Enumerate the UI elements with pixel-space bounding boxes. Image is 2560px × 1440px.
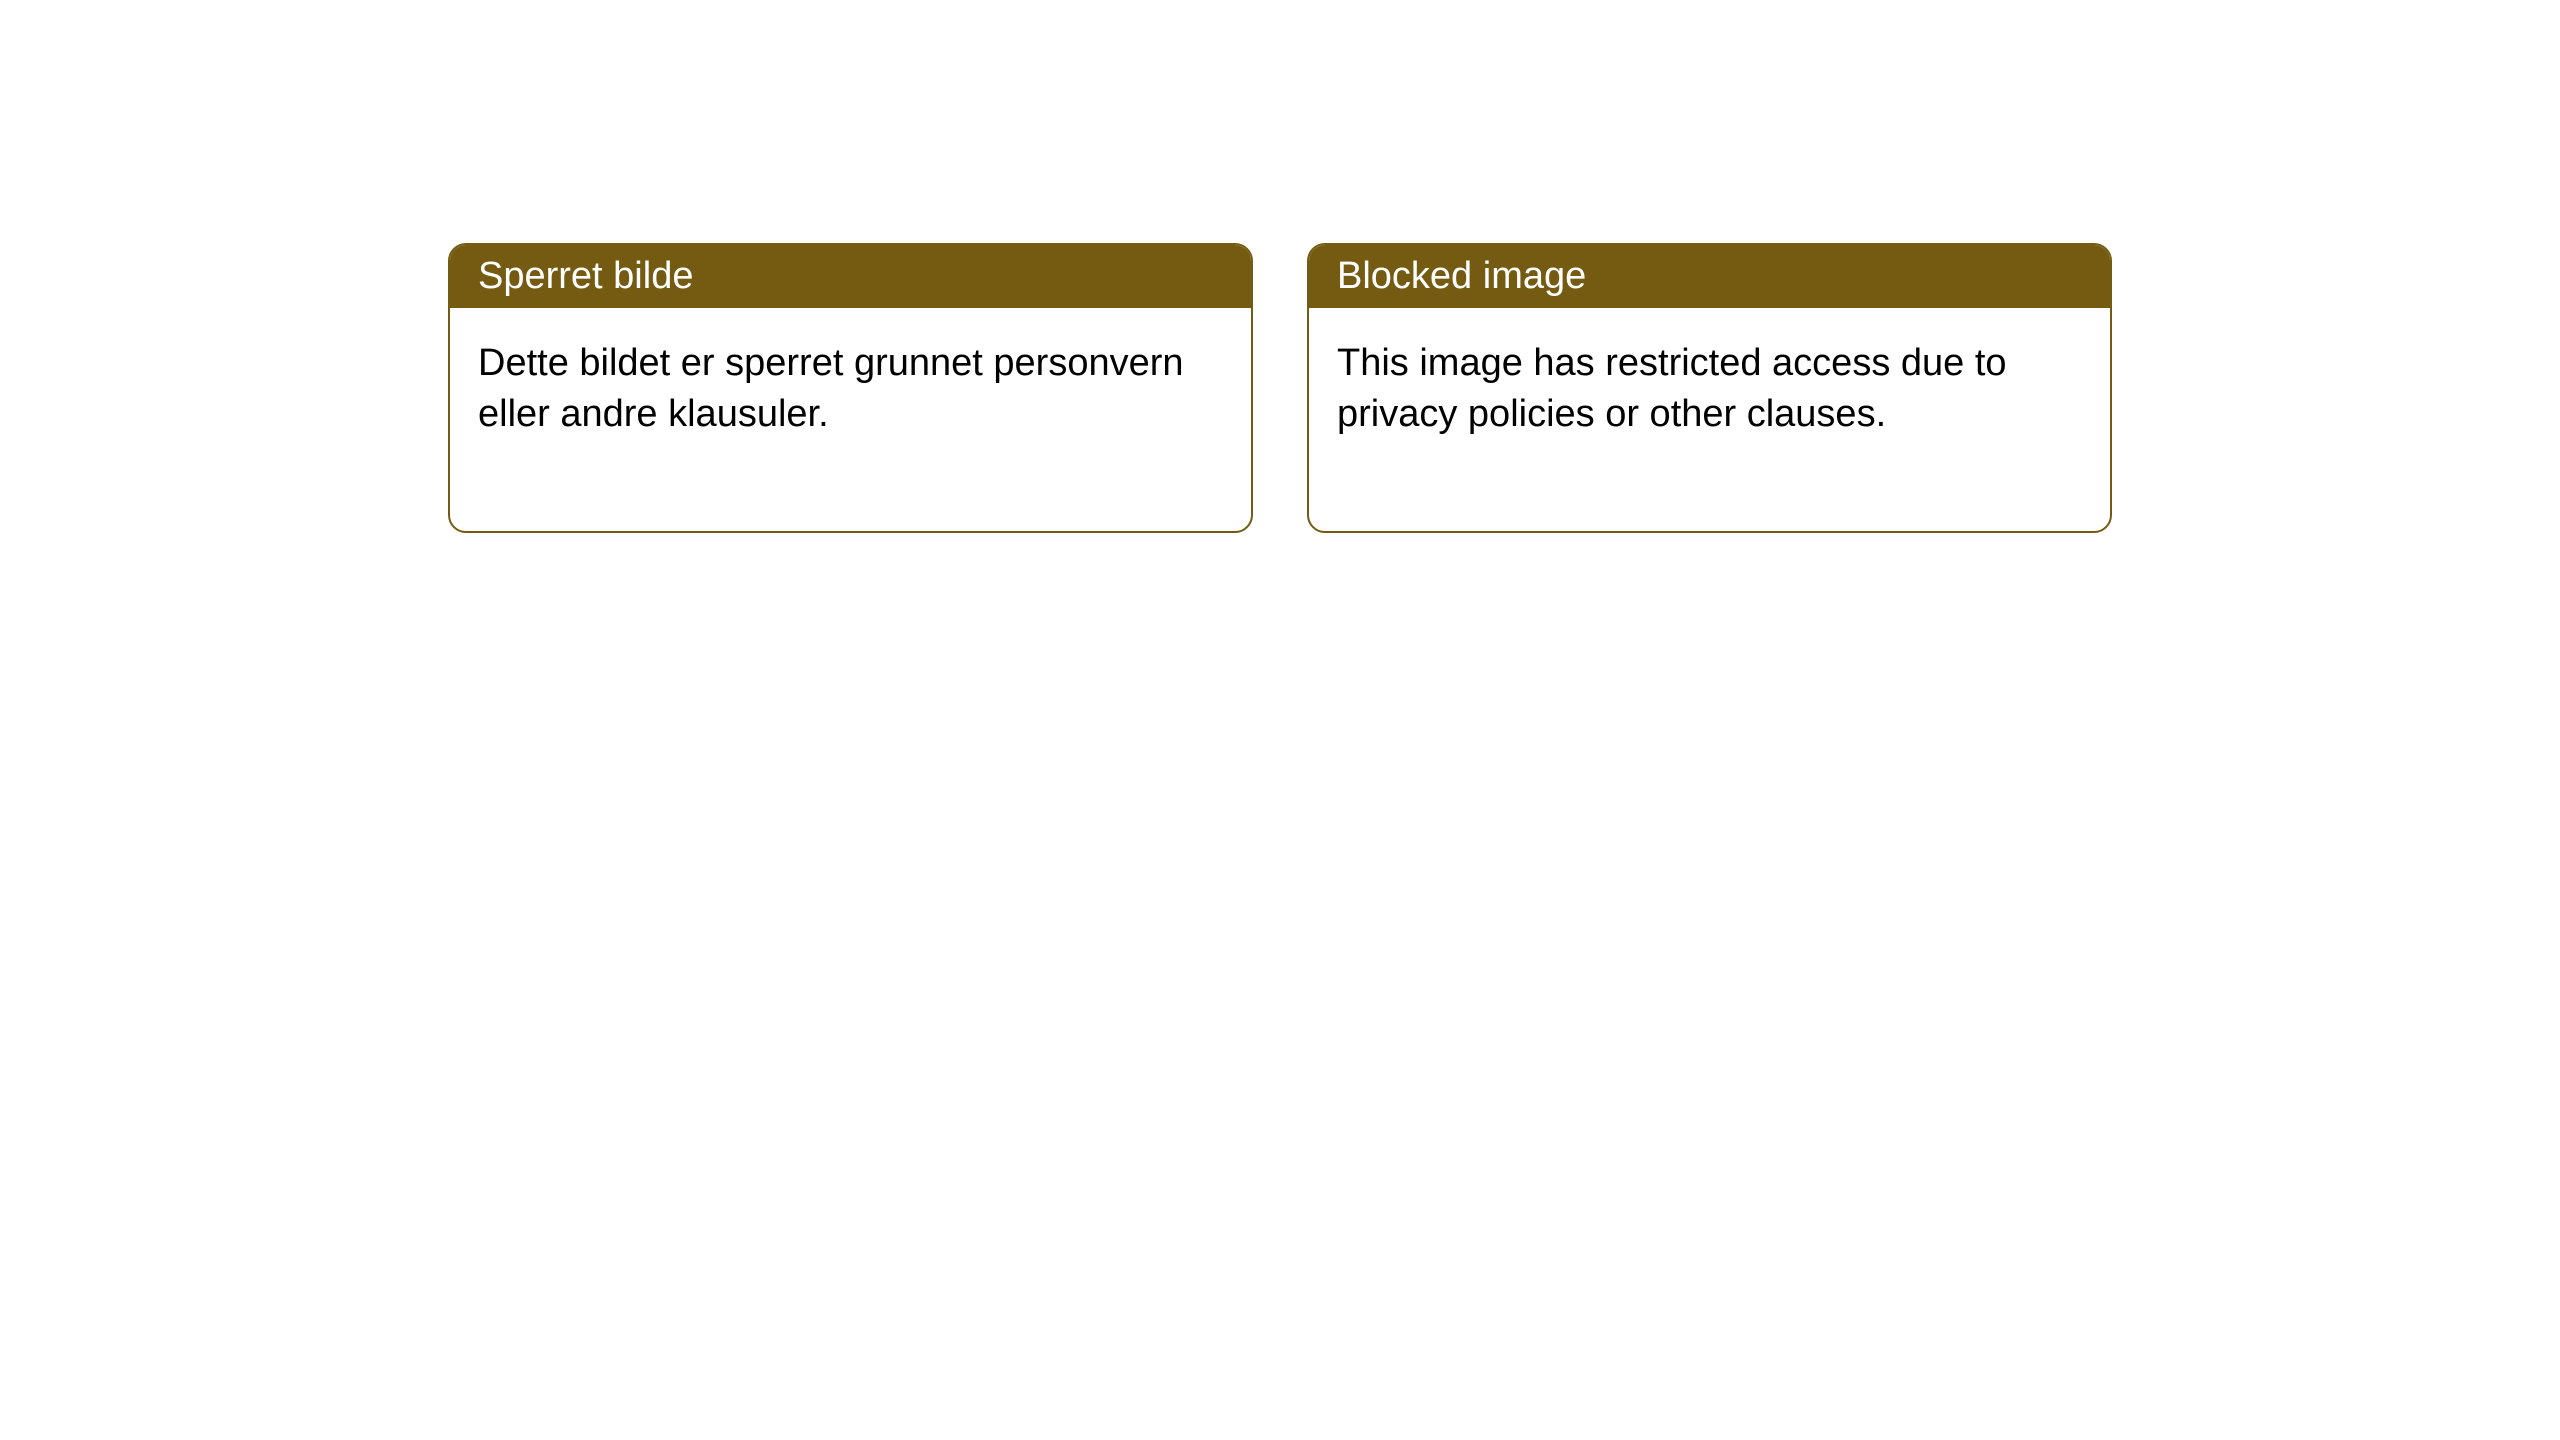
notice-title-english: Blocked image — [1309, 245, 2110, 308]
notice-container: Sperret bilde Dette bildet er sperret gr… — [0, 0, 2560, 533]
notice-body-norwegian: Dette bildet er sperret grunnet personve… — [450, 308, 1251, 531]
notice-body-english: This image has restricted access due to … — [1309, 308, 2110, 531]
notice-card-english: Blocked image This image has restricted … — [1307, 243, 2112, 533]
notice-title-norwegian: Sperret bilde — [450, 245, 1251, 308]
notice-card-norwegian: Sperret bilde Dette bildet er sperret gr… — [448, 243, 1253, 533]
